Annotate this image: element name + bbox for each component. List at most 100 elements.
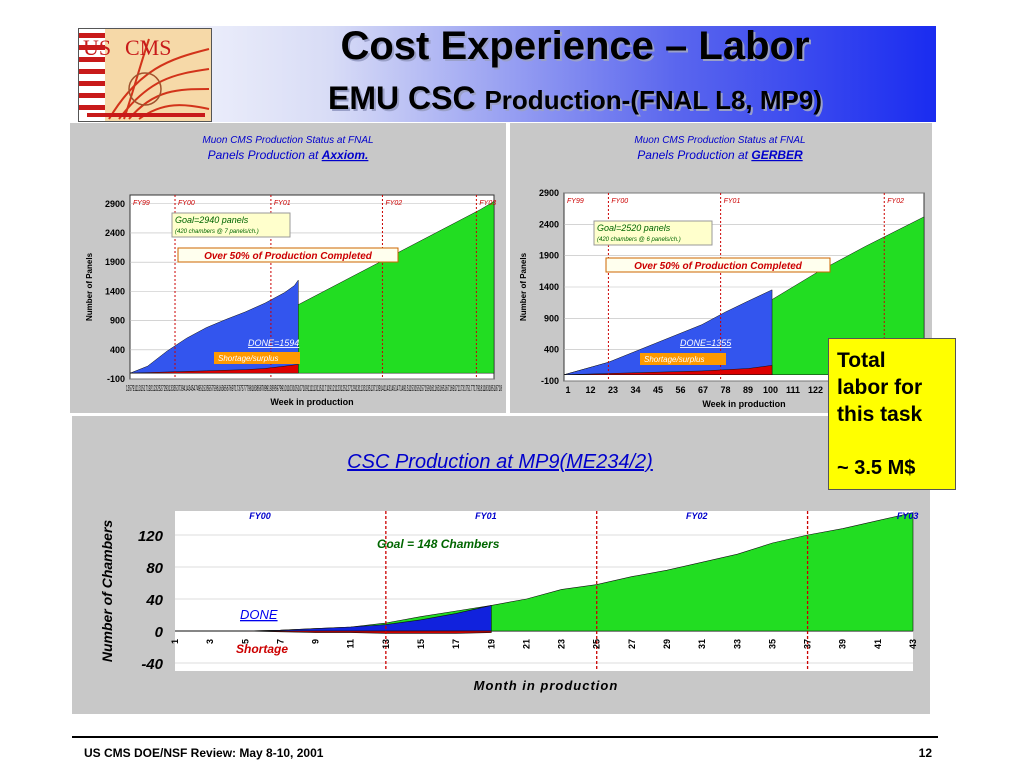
y-tick-label: -100 — [541, 376, 559, 386]
fiscal-year-label: FY01 — [274, 200, 291, 207]
y-tick-label: 2400 — [539, 219, 559, 229]
chart-header-prefix: Panels Production at — [208, 148, 322, 162]
x-tick-label: 100 — [763, 385, 778, 395]
fiscal-year-label: FY03 — [897, 511, 919, 521]
main-chart-title: CSC Production at MP9(ME234/2) — [347, 451, 653, 473]
x-tick-label: 1 — [170, 639, 180, 644]
shortage-label: Shortage — [236, 642, 288, 656]
fiscal-year-label: FY02 — [385, 200, 402, 207]
y-tick-label: 2900 — [105, 199, 125, 209]
fiscal-year-label: FY02 — [686, 511, 708, 521]
chart-header-line2: Panels Production at Axxiom. — [208, 148, 369, 162]
chart-axxiom: Muon CMS Production Status at FNAL Panels… — [85, 135, 502, 407]
chart-mp9: CSC Production at MP9(ME234/2)-400408012… — [99, 451, 919, 693]
chart-header-line1: Muon CMS Production Status at FNAL — [202, 135, 373, 146]
y-axis-label: Number of Chambers — [99, 520, 115, 663]
x-tick-label: 78 — [720, 385, 730, 395]
fiscal-year-label: FY00 — [611, 198, 628, 205]
y-tick-label: 2900 — [539, 188, 559, 198]
logo-text-us: US — [83, 35, 112, 60]
banner-box — [605, 257, 831, 273]
goal-note: (420 chambers @ 6 panels/ch.) — [597, 237, 681, 243]
chart-header-prefix: Panels Production at — [637, 148, 751, 162]
footer-divider — [72, 736, 938, 738]
x-tick-label: 34 — [630, 385, 640, 395]
y-tick-label: -40 — [141, 656, 163, 673]
x-axis-label: Week in production — [270, 397, 353, 407]
logo-graphic-icon — [79, 29, 211, 121]
goal-box — [593, 220, 713, 246]
shortage-label: Shortage/surplus — [644, 355, 704, 364]
goal-note: (420 chambers @ 7 panels/ch.) — [175, 229, 259, 235]
goal-label: Goal=2940 panels — [175, 215, 249, 225]
series-area-done — [175, 605, 492, 632]
y-tick-label: 1900 — [105, 257, 125, 267]
x-tick-label: 1 — [565, 385, 570, 395]
x-tick-labels: 1357911131517192123252729313335373941434… — [126, 384, 502, 393]
y-tick-label: 1400 — [539, 282, 559, 292]
fiscal-year-label: FY00 — [178, 200, 195, 207]
x-tick-label: 21 — [521, 639, 531, 649]
chart-header-site: GERBER — [751, 148, 803, 162]
fiscal-year-label: FY01 — [475, 511, 497, 521]
x-tick-label: 7 — [275, 639, 285, 644]
y-axis-label: Number of Panels — [519, 252, 528, 321]
x-tick-label: 111 — [786, 385, 800, 395]
progress-banner: Over 50% of Production Completed — [204, 251, 373, 262]
x-tick-label: 19 — [486, 639, 496, 649]
callout-line-2: labor for — [837, 376, 923, 399]
x-axis-label: Week in production — [702, 399, 785, 409]
y-tick-label: 80 — [146, 560, 163, 577]
slide-subtitle: EMU CSC Production-(FNAL L8, MP9) — [214, 80, 936, 117]
x-tick-label: 35 — [767, 639, 777, 649]
x-tick-label: 122 — [808, 385, 823, 395]
x-tick-label: 13 — [381, 639, 391, 649]
shortage-label: Shortage/surplus — [218, 354, 278, 363]
x-tick-label: 39 — [838, 639, 848, 649]
x-tick-label: 43 — [908, 639, 918, 649]
x-tick-label: 11 — [346, 639, 356, 649]
callout-line-3: this task — [837, 403, 923, 426]
fiscal-year-label: FY01 — [724, 198, 741, 205]
series-area-done — [129, 279, 299, 374]
series-area-shortage-surplus — [563, 365, 773, 375]
y-tick-label: 40 — [145, 592, 163, 609]
y-axis-label: Number of Panels — [85, 252, 94, 321]
x-tick-label: 9 — [311, 639, 321, 644]
y-tick-label: 1900 — [539, 251, 559, 261]
goal-label: Goal = 148 Chambers — [377, 537, 500, 551]
title-banner — [72, 26, 936, 122]
subtitle-production: Production-(FNAL L8, MP9) — [484, 85, 822, 115]
x-tick-label: 31 — [697, 639, 707, 649]
us-cms-logo: US CMS — [78, 28, 212, 122]
callout-value: ~ 3.5 M$ — [837, 457, 916, 479]
x-tick-label: 45 — [653, 385, 663, 395]
x-tick-label: 25 — [592, 639, 602, 649]
done-label: DONE — [240, 607, 278, 622]
chart-header-line1: Muon CMS Production Status at FNAL — [634, 135, 805, 146]
fiscal-year-label: FY02 — [887, 198, 904, 205]
fiscal-year-label: FY99 — [567, 198, 584, 205]
goal-label: Goal=2520 panels — [597, 223, 671, 233]
x-tick-label: 89 — [743, 385, 753, 395]
fiscal-year-label: FY99 — [133, 200, 150, 207]
x-tick-label: 67 — [698, 385, 708, 395]
chart-header-line2: Panels Production at GERBER — [637, 148, 803, 162]
series-area-shortage-surplus — [129, 364, 299, 374]
goal-box — [171, 212, 291, 238]
fiscal-year-label: FY03 — [479, 200, 496, 207]
slide-title: Cost Experience – Labor — [340, 24, 810, 68]
y-tick-label: 900 — [544, 313, 559, 323]
x-tick-label: 3 — [205, 639, 215, 644]
subtitle-emu-csc: EMU CSC — [328, 80, 476, 116]
y-tick-label: 1400 — [105, 286, 125, 296]
callout-line-1: Total — [837, 349, 886, 372]
y-tick-label: 900 — [110, 316, 125, 326]
x-axis-label: Month in production — [474, 678, 619, 693]
x-tick-label: 27 — [627, 639, 637, 649]
shortage-box — [214, 352, 300, 364]
y-tick-label: 400 — [544, 345, 559, 355]
x-tick-label: 56 — [675, 385, 685, 395]
x-tick-label: 37 — [803, 639, 813, 649]
done-label: DONE=1594 — [248, 338, 299, 348]
